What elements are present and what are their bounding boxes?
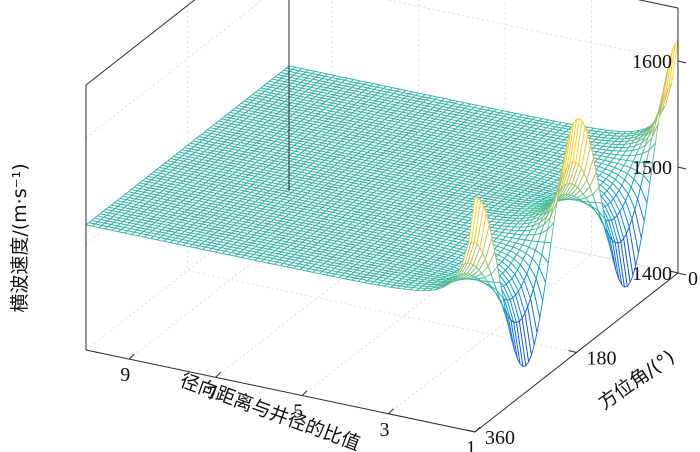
z-tick-label-1: 1500	[632, 157, 672, 179]
x-tick-0	[474, 426, 481, 433]
z-tick-label-2: 1600	[632, 51, 672, 73]
y-tick-label-0: 0	[688, 268, 698, 290]
x-grid-line-4	[128, 0, 333, 360]
y-tick-label-2: 360	[485, 427, 515, 449]
axis-edge-4	[637, 0, 679, 9]
z-tick-2	[677, 60, 687, 64]
x-tick-label-4: 9	[120, 364, 130, 386]
x-grid-line-3	[215, 0, 420, 378]
z-grid-line-2	[85, 0, 679, 139]
z-tick-1	[677, 166, 687, 170]
x-tick-label-0: 1	[466, 437, 476, 452]
z-tick-label-0: 1400	[632, 263, 672, 285]
x-grid-line-2	[301, 0, 506, 396]
x-tick-2	[301, 390, 308, 396]
x-tick-4	[128, 353, 135, 360]
x-tick-1	[388, 408, 394, 415]
x-axis-title: 径向距离与井径的比值	[177, 370, 363, 452]
x-tick-label-1: 3	[380, 419, 390, 441]
y-tick-label-1: 180	[587, 348, 617, 370]
z-tick-0	[677, 272, 687, 276]
surface-mesh	[85, 39, 679, 367]
z-axis-title: 横波速度/(m·s⁻¹)	[9, 163, 31, 312]
x-tick-3	[215, 371, 222, 378]
x-grid-line-1	[388, 0, 592, 415]
z-grid-line-0	[85, 190, 679, 351]
y-tick-1	[568, 350, 577, 353]
